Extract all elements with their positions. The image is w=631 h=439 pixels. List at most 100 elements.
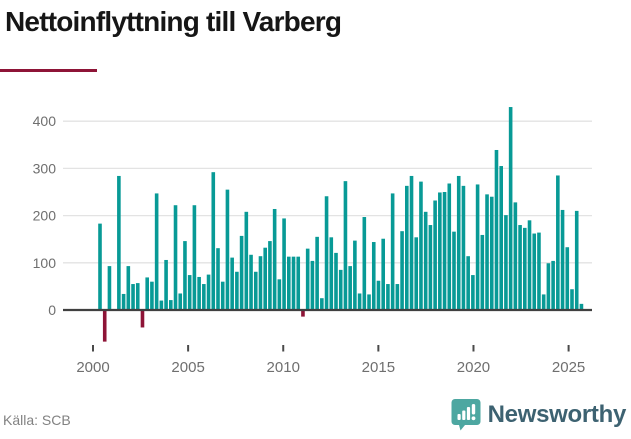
bar-positive: [169, 300, 173, 310]
bar-positive: [296, 256, 301, 310]
bar-positive: [353, 240, 357, 310]
bar-positive: [121, 293, 126, 310]
x-axis-label-2000: 2000: [76, 359, 109, 376]
bar-positive: [409, 175, 414, 310]
bar-positive: [513, 202, 518, 310]
bar-chart-speech-bubble-icon: [451, 399, 481, 431]
bar-positive: [249, 254, 253, 310]
bar-positive: [244, 211, 249, 310]
bar-positive: [523, 227, 527, 310]
bar-positive: [376, 280, 381, 310]
bar-positive: [494, 149, 499, 310]
bar-positive: [154, 193, 159, 310]
bar-positive: [405, 185, 409, 310]
bar-positive: [277, 279, 282, 310]
bar-positive: [107, 266, 112, 310]
bar-positive: [268, 241, 272, 310]
x-axis-label-2010: 2010: [267, 359, 300, 376]
bar-positive: [489, 196, 494, 310]
y-axis-label-0: 0: [48, 302, 56, 318]
bar-positive: [310, 260, 315, 310]
bar-positive: [211, 172, 216, 310]
bar-positive: [348, 266, 352, 310]
bar-positive: [187, 275, 192, 310]
bar-positive: [282, 218, 286, 310]
bar-positive: [386, 284, 390, 310]
bar-positive: [178, 293, 183, 310]
bar-positive: [390, 193, 395, 310]
bar-positive: [556, 175, 560, 310]
bar-positive: [499, 166, 503, 310]
bar-positive: [98, 223, 102, 310]
x-axis-label-2020: 2020: [457, 359, 490, 376]
bar-positive: [173, 205, 178, 310]
bar-positive: [343, 181, 348, 310]
bar-positive: [164, 259, 168, 310]
newsworthy-logo: Newsworthy: [451, 398, 626, 432]
bar-positive: [428, 225, 433, 310]
bar-positive: [197, 276, 201, 310]
bar-positive: [291, 256, 296, 310]
bar-positive: [508, 107, 513, 310]
bar-positive: [202, 284, 206, 310]
bar-positive: [216, 248, 220, 310]
bar-positive: [305, 248, 310, 310]
y-axis-label-200: 200: [33, 208, 57, 224]
bar-positive: [414, 237, 419, 310]
bar-positive: [471, 275, 475, 310]
bar-positive: [263, 247, 267, 310]
x-axis-label-2005: 2005: [171, 359, 204, 376]
bar-positive: [220, 281, 225, 310]
bar-positive: [131, 284, 135, 310]
bar-positive: [206, 274, 211, 310]
bar-positive: [395, 284, 400, 310]
bar-positive: [258, 256, 263, 310]
bar-positive: [532, 233, 537, 310]
bar-negative: [301, 310, 305, 317]
bar-positive: [329, 237, 334, 310]
y-axis-label-100: 100: [33, 255, 57, 271]
bar-positive: [135, 283, 140, 310]
bar-positive: [504, 215, 508, 310]
bar-positive: [442, 192, 447, 310]
source-note: Källa: SCB: [3, 412, 71, 428]
bar-positive: [518, 225, 522, 310]
bar-positive: [367, 294, 371, 310]
bar-positive: [320, 298, 324, 310]
bar-positive: [145, 277, 149, 310]
bar-positive: [546, 263, 551, 310]
chart-title: Nettoinflyttning till Varberg: [5, 6, 342, 37]
x-axis-label-2025: 2025: [552, 359, 585, 376]
bar-positive: [527, 220, 532, 310]
bar-positive: [235, 271, 239, 310]
bar-positive: [362, 217, 367, 310]
bar-positive: [371, 242, 376, 310]
bar-positive: [338, 269, 343, 310]
bar-positive: [565, 247, 570, 310]
bar-positive: [466, 256, 470, 310]
y-axis-label-400: 400: [33, 113, 57, 129]
bar-positive: [480, 234, 485, 310]
bar-positive: [381, 238, 385, 310]
bar-positive: [239, 235, 244, 310]
bar-positive: [551, 260, 555, 310]
bar-positive: [183, 241, 187, 310]
bar-positive: [423, 211, 428, 310]
bar-positive: [456, 175, 461, 310]
bar-positive: [192, 205, 197, 310]
bar-positive: [230, 257, 234, 310]
bar-positive: [117, 175, 121, 310]
bar-positive: [560, 209, 565, 310]
bar-positive: [475, 184, 480, 310]
bar-positive: [433, 200, 437, 310]
bar-positive: [438, 192, 442, 310]
bar-negative: [140, 310, 145, 328]
bar-positive: [150, 281, 154, 310]
bar-positive: [447, 183, 452, 310]
bar-positive: [287, 256, 291, 310]
bar-positive: [324, 196, 329, 310]
bar-positive: [225, 189, 230, 310]
bar-positive: [570, 289, 574, 310]
